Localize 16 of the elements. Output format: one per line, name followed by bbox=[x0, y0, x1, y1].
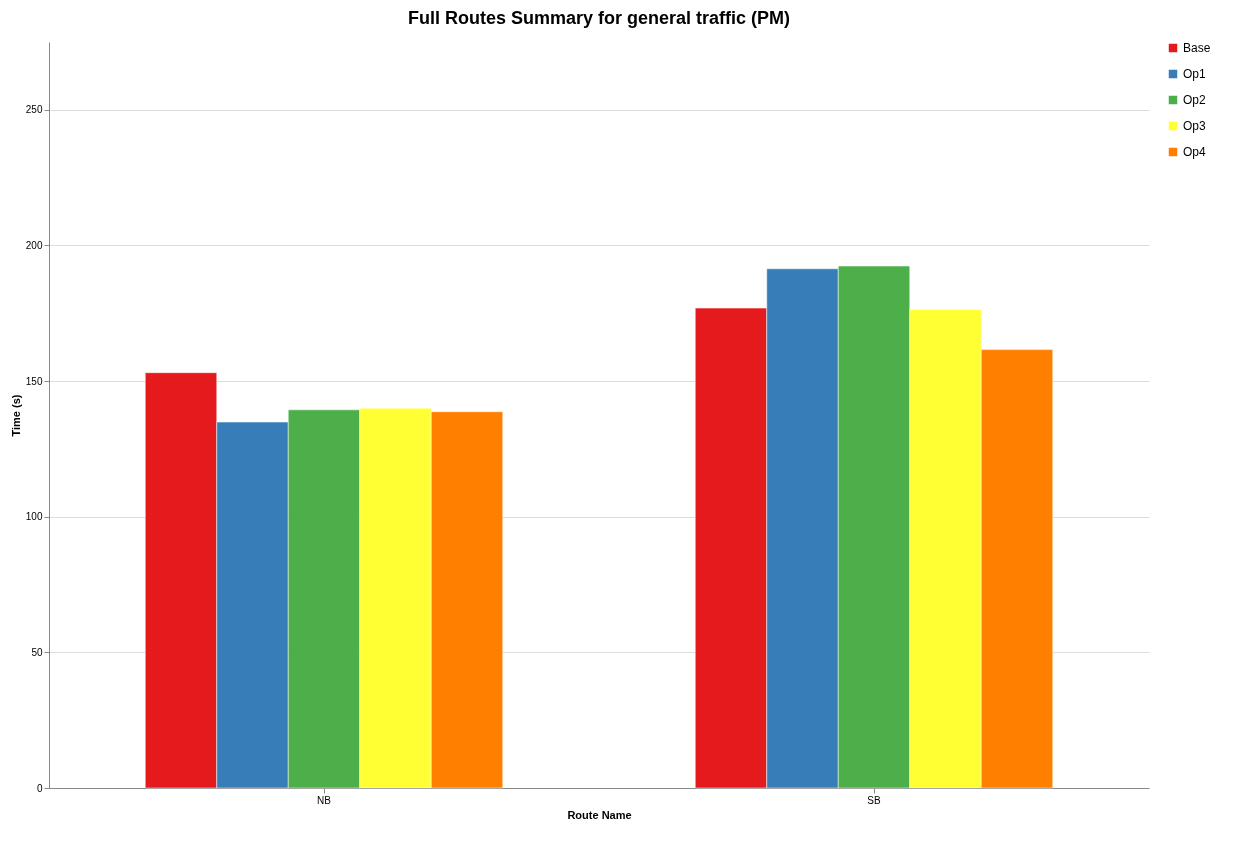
y-tick-label: 150 bbox=[25, 375, 43, 387]
y-tick-label: 200 bbox=[25, 239, 43, 251]
y-axis-title: Time (s) bbox=[9, 394, 22, 437]
y-tick-label: 250 bbox=[25, 104, 43, 116]
x-tick-label: SB bbox=[867, 794, 881, 806]
legend-label: Base bbox=[1183, 41, 1211, 55]
legend-label: Op1 bbox=[1183, 67, 1207, 81]
x-axis-title: Route Name bbox=[567, 808, 632, 821]
legend-label: Op2 bbox=[1183, 93, 1207, 107]
legend-label: Op4 bbox=[1183, 145, 1207, 159]
chart-title: Full Routes Summary for general traffic (PM) bbox=[407, 8, 791, 28]
x-tick-label: NB bbox=[317, 794, 332, 806]
legend-label: Op3 bbox=[1183, 119, 1207, 133]
y-tick-label: 100 bbox=[25, 511, 43, 523]
y-tick-label: 50 bbox=[31, 646, 43, 658]
y-tick-label: 0 bbox=[36, 782, 43, 794]
